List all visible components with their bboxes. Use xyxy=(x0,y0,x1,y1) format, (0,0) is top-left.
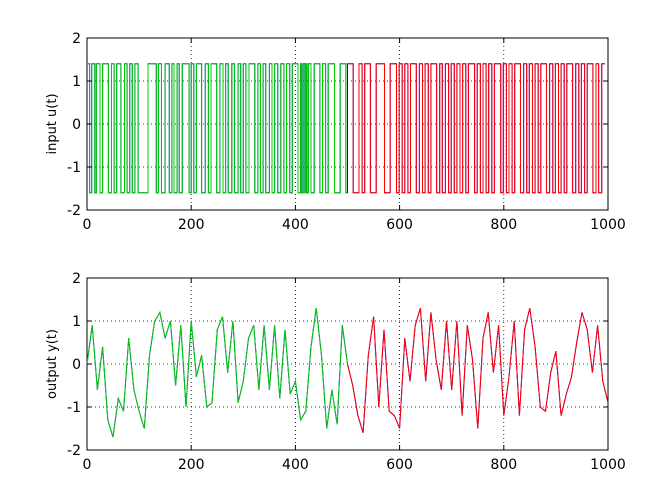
input-plot-xtick-label-2: 400 xyxy=(282,217,309,233)
input-plot-ytick-label-3: 1 xyxy=(72,74,81,90)
output-plot-xtick-label-1: 200 xyxy=(178,457,205,473)
output-plot-ytick-label-1: -1 xyxy=(67,400,81,416)
output-plot-series xyxy=(86,307,609,438)
output-plot-xtick-label-3: 600 xyxy=(386,457,413,473)
input-plot-series-2 xyxy=(87,63,348,194)
input-plot-ylabel: input u(t) xyxy=(45,93,60,154)
output-plot-xtick-label-5: 1000 xyxy=(590,457,626,473)
output-plot-ytick-label-0: -2 xyxy=(67,443,81,459)
output-plot-ytick-label-2: 0 xyxy=(72,357,81,373)
input-plot-series-1 xyxy=(347,63,605,194)
input-plot-xtick-label-5: 1000 xyxy=(590,217,626,233)
input-plot-xtick-label-4: 800 xyxy=(490,217,517,233)
input-plot-ytick-label-0: -2 xyxy=(67,203,81,219)
input-plot-ytick-label-1: -1 xyxy=(67,160,81,176)
output-plot-series-2 xyxy=(86,308,348,438)
input-plot-xtick-label-3: 600 xyxy=(386,217,413,233)
input-plot-ytick-label-4: 2 xyxy=(72,31,81,47)
input-plot-series xyxy=(87,63,605,194)
input-plot-ticks: 0 200 400 600 800 1000 -2 -1 0 1 2 xyxy=(67,31,626,233)
input-plot-xtick-label-0: 0 xyxy=(83,217,92,233)
input-plot-xtick-label-1: 200 xyxy=(178,217,205,233)
input-plot: 0 200 400 600 800 1000 -2 -1 0 1 2 input u(t) xyxy=(45,31,626,233)
output-plot-series-1 xyxy=(347,307,609,433)
output-plot-ytick-label-4: 2 xyxy=(72,271,81,287)
output-plot-ylabel: output y(t) xyxy=(45,329,60,399)
output-plot: 0 200 400 600 800 1000 -2 -1 0 1 2 output y(t) xyxy=(45,271,626,473)
output-plot-xtick-label-0: 0 xyxy=(83,457,92,473)
output-plot-xtick-label-2: 400 xyxy=(282,457,309,473)
output-plot-xtick-label-4: 800 xyxy=(490,457,517,473)
output-plot-ytick-label-3: 1 xyxy=(72,314,81,330)
output-plot-ticks: 0 200 400 600 800 1000 -2 -1 0 1 2 xyxy=(67,271,626,473)
input-plot-ytick-label-2: 0 xyxy=(72,117,81,133)
